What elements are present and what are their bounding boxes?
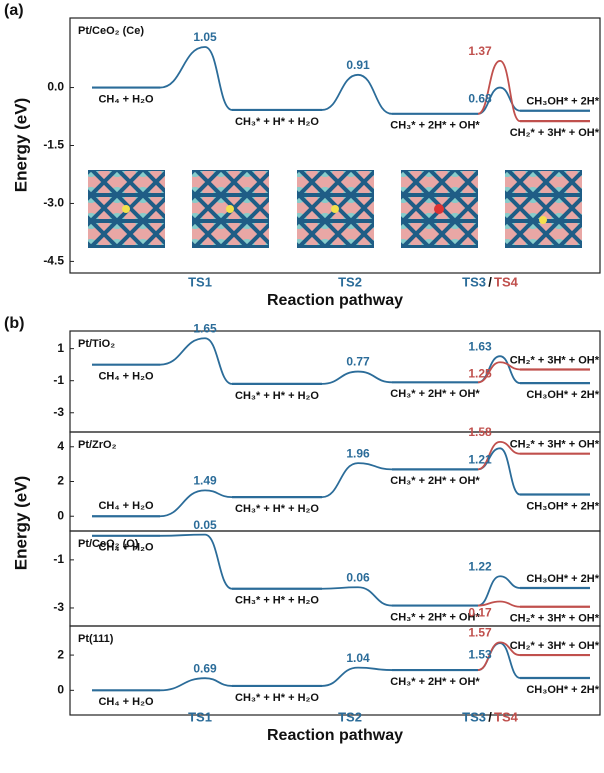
x-tick-label: TS3 [462, 274, 486, 289]
species-label: CH₂* + 3H* + OH* [510, 613, 600, 625]
species-label: CH₂* + 3H* + OH* [510, 354, 600, 366]
species-label: CH₃* + 2H* + OH* [390, 475, 480, 487]
y-tick-label: 2 [57, 474, 64, 488]
barrier-curve [160, 490, 232, 516]
species-label: CH₄ + H₂O [98, 93, 153, 105]
atom [122, 205, 130, 213]
barrier-curve [160, 47, 232, 110]
y-tick-label: 1 [57, 341, 64, 355]
barrier-label: 1.63 [468, 339, 492, 353]
y-tick-label: -3 [53, 405, 64, 419]
y-tick-label: 0 [57, 682, 64, 696]
species-label: CH₃* + 2H* + OH* [390, 611, 480, 623]
atom [539, 216, 547, 224]
species-label: CH₃* + 2H* + OH* [390, 676, 480, 688]
barrier-curve [322, 463, 392, 497]
species-label: CH₃* + H* + H₂O [235, 390, 319, 402]
barrier-label: 0.91 [346, 58, 370, 72]
barrier-label: 1.58 [468, 425, 492, 439]
panel-title: Pt/TiO₂ [78, 338, 115, 350]
barrier-curve [160, 678, 232, 690]
y-tick-label: 4 [57, 439, 64, 453]
species-label: CH₃* + H* + H₂O [235, 692, 319, 704]
species-label: CH₂* + 3H* + OH* [510, 127, 600, 139]
species-label: CH₃* + 2H* + OH* [390, 388, 480, 400]
atom [331, 205, 339, 213]
y-axis-label: Energy (eV) [11, 98, 30, 192]
structure-image [505, 170, 582, 248]
barrier-curve [322, 372, 392, 384]
x-tick-label: TS4 [494, 274, 519, 289]
barrier-curve [322, 75, 392, 114]
y-tick-label: 0.0 [47, 80, 64, 94]
x-tick-label: TS3 [462, 709, 486, 724]
x-tick-label: TS1 [188, 709, 212, 724]
y-tick-label: -1.5 [43, 138, 64, 152]
species-label: CH₂* + 3H* + OH* [510, 439, 600, 451]
barrier-curve [160, 535, 232, 589]
barrier-label: 0.06 [346, 570, 370, 584]
y-tick-label: -4.5 [43, 254, 64, 268]
barrier-label: 1.65 [193, 321, 217, 335]
species-label: CH₃OH* + 2H* [526, 684, 599, 696]
species-label: CH₂* + 3H* + OH* [510, 640, 600, 652]
species-label: CH₃OH* + 2H* [526, 389, 599, 401]
y-axis-label: Energy (eV) [11, 476, 30, 570]
species-label: CH₃OH* + 2H* [526, 573, 599, 585]
barrier-label: 1.25 [468, 366, 492, 380]
atom [434, 204, 444, 214]
barrier-label: 1.53 [468, 647, 492, 661]
barrier-label: 1.49 [193, 474, 217, 488]
x-tick-label: TS1 [188, 274, 212, 289]
species-label: CH₃* + H* + H₂O [235, 116, 319, 128]
y-tick-label: 2 [57, 647, 64, 661]
figure: (a) Pt/CeO₂ (Ce) 0.0 -1.5 -3.0 -4.5 Energy (eV… [0, 0, 604, 773]
x-tick-separator: / [488, 274, 492, 289]
structure-images [88, 170, 582, 248]
x-tick-label: TS4 [494, 709, 519, 724]
panel-title: Pt/ZrO₂ [78, 439, 117, 451]
barrier-label: 1.05 [193, 30, 217, 44]
panel-label: (a) [4, 2, 24, 19]
species-label: CH₃* + H* + H₂O [235, 595, 319, 607]
barrier-label: 0.05 [193, 518, 217, 532]
x-tick-label: TS2 [338, 709, 362, 724]
panel-label: (b) [4, 315, 24, 332]
x-tick-separator: / [488, 709, 492, 724]
x-axis-label: Reaction pathway [267, 292, 403, 309]
barrier-label: 1.22 [468, 559, 492, 573]
y-tick-label: -1 [53, 373, 64, 387]
barrier-label: 0.77 [346, 355, 370, 369]
x-tick-label: TS2 [338, 274, 362, 289]
y-tick-label: 0 [57, 508, 64, 522]
barrier-label: 1.04 [346, 651, 370, 665]
barrier-label: 1.96 [346, 446, 370, 460]
species-label: CH₃* + 2H* + OH* [390, 120, 480, 132]
panel-title: Pt(111) [78, 633, 114, 645]
barrier-label: 0.68 [468, 92, 492, 106]
y-tick-label: -3 [53, 600, 64, 614]
species-label: CH₃* + H* + H₂O [235, 503, 319, 515]
barrier-label: 0.17 [468, 606, 492, 620]
species-label: CH₄ + H₂O [98, 500, 153, 512]
barrier-label: 0.69 [193, 661, 217, 675]
y-tick-label: -1 [53, 552, 64, 566]
species-label: CH₃OH* + 2H* [526, 500, 599, 512]
barrier-curve [322, 587, 392, 605]
y-tick-label: -3.0 [43, 196, 64, 210]
panel-title: Pt/CeO₂ (Ce) [78, 25, 144, 37]
atom [226, 205, 234, 213]
species-label: CH₄ + H₂O [98, 696, 153, 708]
barrier-label: 1.21 [468, 452, 492, 466]
barrier-label: 1.37 [468, 44, 492, 58]
barrier-curve [160, 338, 232, 384]
species-label: CH₄ + H₂O [98, 371, 153, 383]
species-label: CH₄ + H₂O [98, 542, 153, 554]
barrier-label: 1.57 [468, 626, 492, 640]
x-axis-label: Reaction pathway [267, 727, 403, 744]
species-label: CH₃OH* + 2H* [526, 96, 599, 108]
barrier-curve [322, 668, 392, 686]
